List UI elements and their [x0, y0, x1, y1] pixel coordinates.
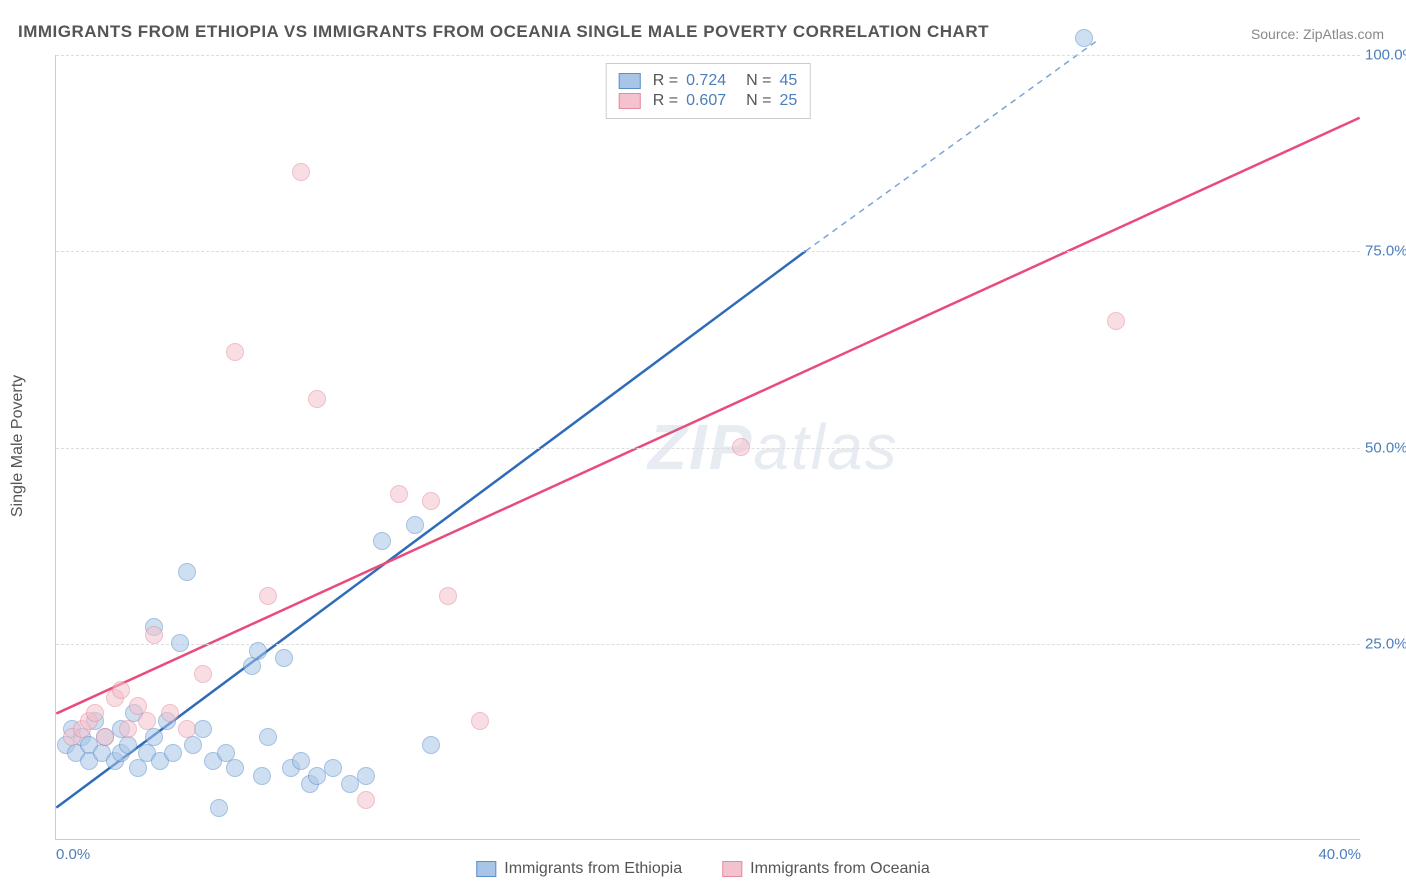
data-point [253, 767, 271, 785]
data-point [145, 728, 163, 746]
data-point [732, 438, 750, 456]
data-point [86, 704, 104, 722]
gridline [56, 448, 1360, 449]
data-point [1075, 29, 1093, 47]
data-point [341, 775, 359, 793]
legend-swatch [476, 861, 496, 877]
r-value: 0.607 [686, 92, 726, 110]
data-point [390, 485, 408, 503]
data-point [292, 752, 310, 770]
y-tick-label: 75.0% [1365, 243, 1406, 260]
data-point [308, 390, 326, 408]
data-point [178, 563, 196, 581]
gridline [56, 251, 1360, 252]
correlation-legend: R = 0.724 N = 45 R = 0.607 N = 25 [606, 63, 811, 119]
data-point [171, 634, 189, 652]
data-point [161, 704, 179, 722]
legend-swatch [619, 73, 641, 89]
legend-label: Immigrants from Ethiopia [504, 860, 682, 878]
legend-item: Immigrants from Ethiopia [476, 860, 682, 878]
data-point [439, 587, 457, 605]
y-axis-label: Single Male Poverty [9, 375, 27, 517]
legend-row: R = 0.607 N = 25 [619, 92, 798, 110]
data-point [471, 712, 489, 730]
r-label: R = [653, 92, 678, 110]
data-point [226, 343, 244, 361]
data-point [249, 642, 267, 660]
data-point [194, 665, 212, 683]
legend-swatch [722, 861, 742, 877]
data-point [178, 720, 196, 738]
data-point [96, 728, 114, 746]
data-point [308, 767, 326, 785]
data-point [194, 720, 212, 738]
data-point [164, 744, 182, 762]
data-point [422, 492, 440, 510]
data-point [243, 657, 261, 675]
source-link[interactable]: ZipAtlas.com [1303, 26, 1384, 42]
x-tick-label: 0.0% [56, 846, 90, 863]
data-point [1107, 312, 1125, 330]
gridline [56, 55, 1360, 56]
chart-container: IMMIGRANTS FROM ETHIOPIA VS IMMIGRANTS F… [0, 0, 1406, 892]
legend-label: Immigrants from Oceania [750, 860, 930, 878]
legend-item: Immigrants from Oceania [722, 860, 930, 878]
data-point [324, 759, 342, 777]
legend-swatch [619, 93, 641, 109]
n-value: 45 [779, 72, 797, 90]
trend-line [56, 118, 1359, 714]
data-point [145, 626, 163, 644]
legend-row: R = 0.724 N = 45 [619, 72, 798, 90]
data-point [138, 712, 156, 730]
data-point [357, 767, 375, 785]
trend-line-dashed [806, 39, 1099, 251]
source-attribution: Source: ZipAtlas.com [1251, 26, 1384, 42]
data-point [210, 799, 228, 817]
n-value: 25 [779, 92, 797, 110]
data-point [373, 532, 391, 550]
y-tick-label: 25.0% [1365, 635, 1406, 652]
r-label: R = [653, 72, 678, 90]
data-point [275, 649, 293, 667]
data-point [292, 163, 310, 181]
data-point [357, 791, 375, 809]
chart-title: IMMIGRANTS FROM ETHIOPIA VS IMMIGRANTS F… [18, 22, 989, 42]
n-label: N = [746, 92, 771, 110]
source-label: Source: [1251, 26, 1303, 42]
n-label: N = [746, 72, 771, 90]
data-point [422, 736, 440, 754]
data-point [406, 516, 424, 534]
data-point [119, 736, 137, 754]
data-point [119, 720, 137, 738]
x-tick-label: 40.0% [1318, 846, 1361, 863]
data-point [259, 728, 277, 746]
series-legend: Immigrants from Ethiopia Immigrants from … [476, 860, 929, 878]
y-tick-label: 50.0% [1365, 439, 1406, 456]
data-point [259, 587, 277, 605]
data-point [129, 759, 147, 777]
y-tick-label: 100.0% [1365, 47, 1406, 64]
data-point [226, 759, 244, 777]
data-point [184, 736, 202, 754]
plot-area: ZIPatlas R =0.724N =45R =0.607N =25 25.0… [55, 55, 1360, 840]
r-value: 0.724 [686, 72, 726, 90]
data-point [112, 681, 130, 699]
